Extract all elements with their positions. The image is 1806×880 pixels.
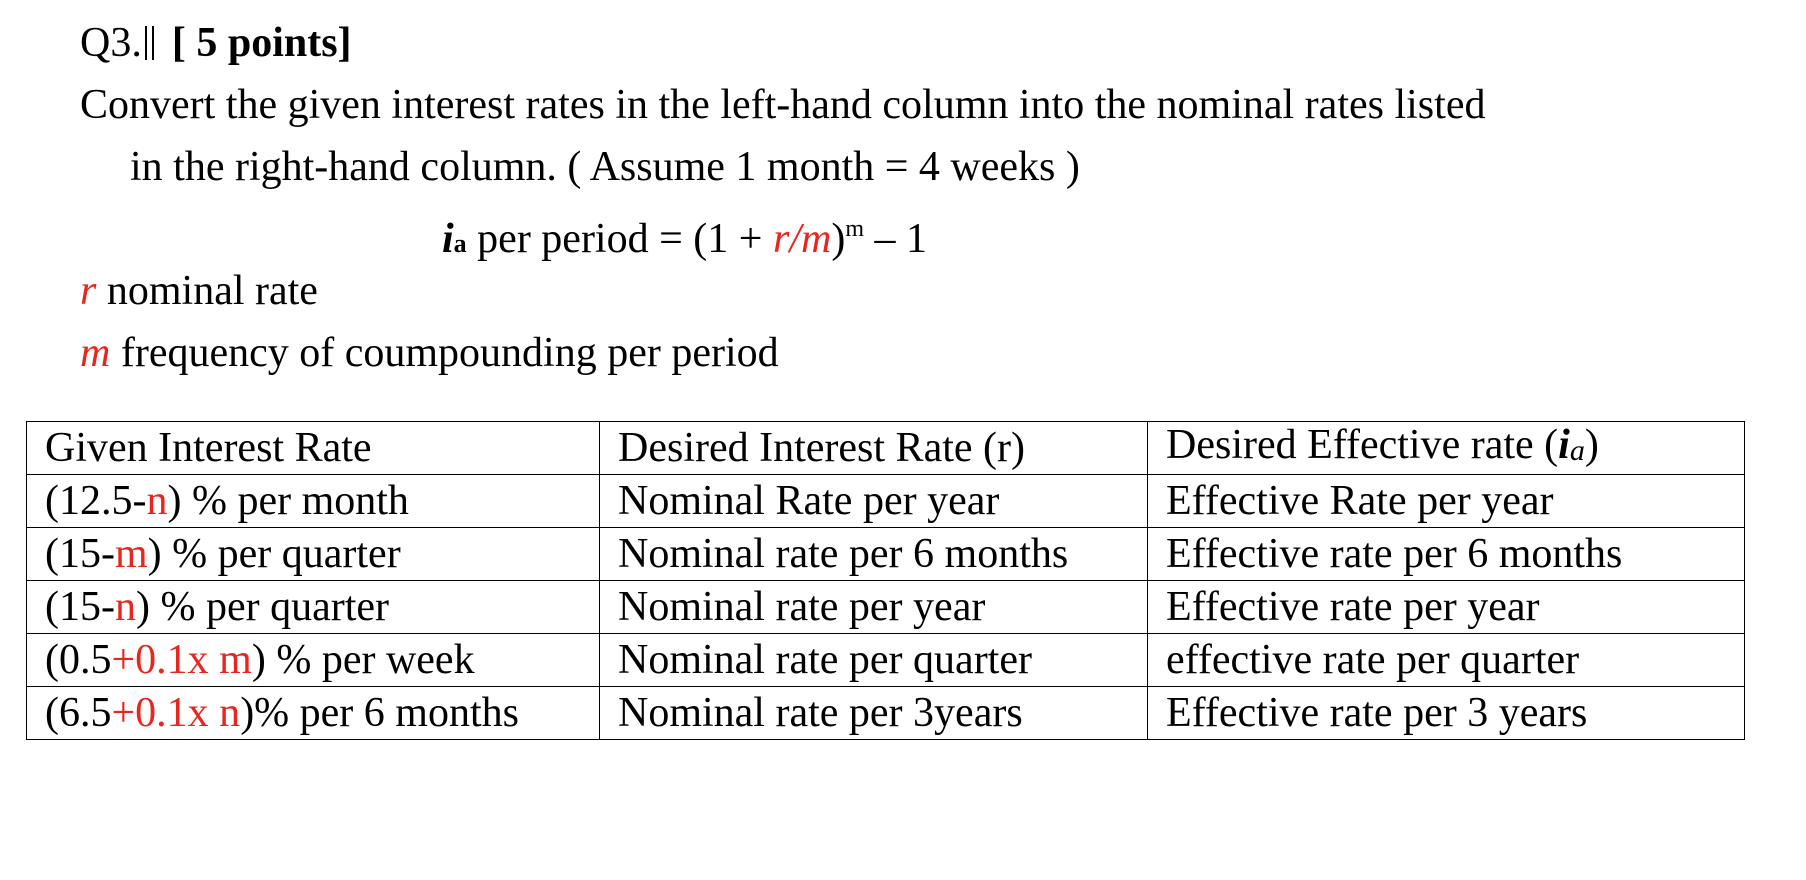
formula: ia per period = (1 + r/m)m – 1 <box>442 202 927 271</box>
table-row: (15-m) % per quarter Nominal rate per 6 … <box>26 527 1745 581</box>
given-prefix: (15- <box>45 531 115 577</box>
formula-lhs-text: per period = (1 + <box>466 216 773 262</box>
given-prefix: (0.5 <box>45 637 112 683</box>
nominal-rate-cell: Nominal rate per quarter <box>599 633 1148 687</box>
definition-text: frequency of coumpounding per period <box>110 330 779 376</box>
effective-rate-cell: Effective Rate per year <box>1147 474 1745 528</box>
given-rate-cell: (12.5-n) % per month <box>26 474 600 528</box>
header-desired-effective: Desired Effective rate (ia) <box>1147 421 1745 475</box>
given-suffix: ) % per week <box>251 637 475 683</box>
formula-ratio: r/m <box>772 216 832 262</box>
header-effective-symbol: i <box>1558 422 1570 469</box>
given-prefix: (15- <box>45 584 115 630</box>
formula-tail: – 1 <box>864 216 928 262</box>
effective-rate-cell: Effective rate per year <box>1147 580 1745 634</box>
given-rate-cell: (15-m) % per quarter <box>26 527 600 581</box>
text-cursor-icon <box>144 26 147 60</box>
nominal-rate-cell: Nominal Rate per year <box>599 474 1148 528</box>
table-header-row: Given Interest Rate Desired Interest Rat… <box>26 421 1745 475</box>
given-prefix: (6.5 <box>45 690 112 736</box>
header-desired-nominal: Desired Interest Rate (r) <box>599 421 1148 475</box>
definition-symbol: r <box>80 268 97 314</box>
formula-exponent: m <box>845 216 864 242</box>
given-rate-cell: (6.5+0.1x n)% per 6 months <box>26 686 600 740</box>
header-effective-sub: a <box>1569 434 1585 467</box>
effective-rate-cell: Effective rate per 6 months <box>1147 527 1745 581</box>
given-suffix: ) % per quarter <box>147 531 401 577</box>
instruction-line-2: in the right-hand column. ( Assume 1 mon… <box>130 144 1080 190</box>
interest-rate-table: Given Interest Rate Desired Interest Rat… <box>26 421 1745 740</box>
formula-close: ) <box>831 216 846 262</box>
given-suffix: ) % per month <box>167 478 409 524</box>
given-variable: m <box>114 531 148 577</box>
question-points: [ 5 points] <box>171 20 352 66</box>
header-effective-prefix: Desired Effective rate ( <box>1166 422 1559 469</box>
formula-lhs-symbol: i <box>442 216 454 262</box>
effective-rate-cell: Effective rate per 3 years <box>1147 686 1745 740</box>
given-prefix: (12.5- <box>45 478 147 524</box>
given-rate-cell: (0.5+0.1x m) % per week <box>26 633 600 687</box>
table-row: (0.5+0.1x m) % per week Nominal rate per… <box>26 633 1745 687</box>
text-cursor-icon <box>151 26 154 60</box>
question-number: Q3. <box>80 20 142 66</box>
given-variable: n <box>114 584 136 630</box>
given-variable: +0.1x m <box>111 637 252 683</box>
definition-symbol: m <box>80 330 111 376</box>
definition-r: r nominal rate <box>80 264 318 318</box>
effective-rate-cell: effective rate per quarter <box>1147 633 1745 687</box>
instruction-line-1: Convert the given interest rates in the … <box>80 82 1486 128</box>
table-row: (15-n) % per quarter Nominal rate per ye… <box>26 580 1745 634</box>
definition-m: m frequency of coumpounding per period <box>80 326 779 380</box>
nominal-rate-cell: Nominal rate per 3years <box>599 686 1148 740</box>
question-title: Q3. [ 5 points] <box>80 16 352 70</box>
definition-text: nominal rate <box>96 268 318 314</box>
table-row: (6.5+0.1x n)% per 6 months Nominal rate … <box>26 686 1745 740</box>
given-suffix: )% per 6 months <box>240 690 519 736</box>
header-effective-suffix: ) <box>1584 422 1599 469</box>
formula-lhs-sub: a <box>453 229 467 258</box>
given-variable: +0.1x n <box>111 690 241 736</box>
nominal-rate-cell: Nominal rate per 6 months <box>599 527 1148 581</box>
given-variable: n <box>146 478 168 524</box>
given-suffix: ) % per quarter <box>135 584 390 630</box>
table-row: (12.5-n) % per month Nominal Rate per ye… <box>26 474 1745 528</box>
nominal-rate-cell: Nominal rate per year <box>599 580 1148 634</box>
header-given: Given Interest Rate <box>26 421 600 475</box>
given-rate-cell: (15-n) % per quarter <box>26 580 600 634</box>
